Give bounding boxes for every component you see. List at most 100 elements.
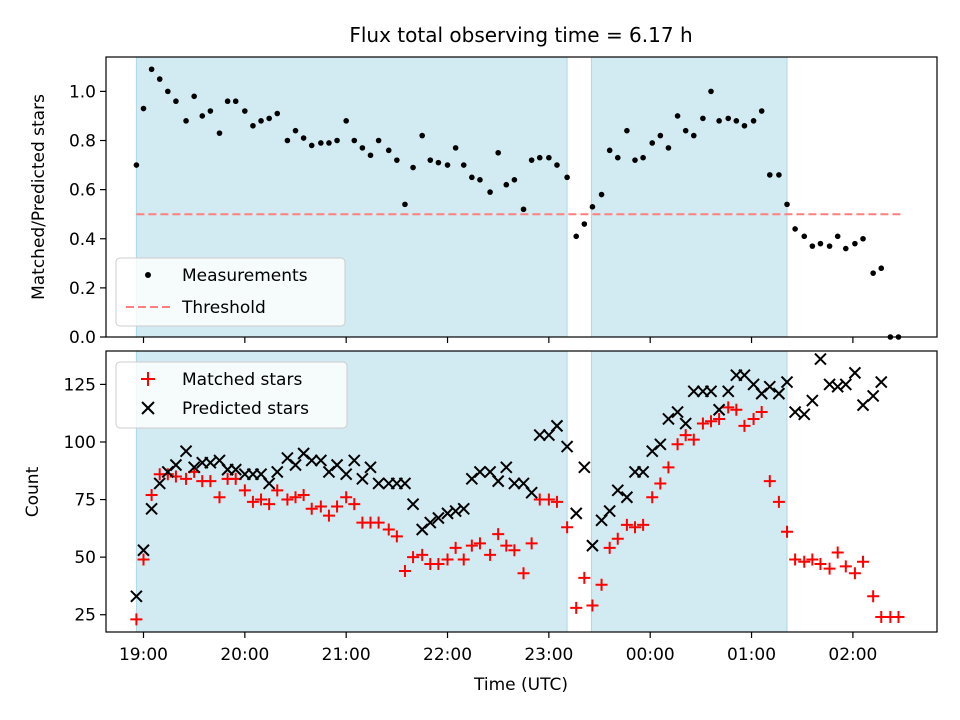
matched-star-point xyxy=(722,401,735,414)
matched-star-point xyxy=(305,502,318,515)
bottom-shaded-regions xyxy=(135,350,788,633)
predicted-star-point xyxy=(856,398,870,412)
measurement-point xyxy=(682,127,689,134)
predicted-star-point xyxy=(814,352,827,366)
measurement-point xyxy=(674,113,681,119)
matched-star-point xyxy=(137,553,150,566)
measurement-point xyxy=(359,145,366,151)
measurement-point xyxy=(520,206,527,213)
measurement-point xyxy=(284,137,291,144)
matched-star-point xyxy=(831,546,844,559)
measurement-point xyxy=(460,162,467,168)
bottom-y-axis-label: Count xyxy=(23,466,43,517)
predicted-star-point xyxy=(314,454,328,467)
matched-star-point xyxy=(763,475,776,488)
measurement-point xyxy=(554,162,560,168)
predicted-star-point xyxy=(398,477,412,490)
matched-star-point xyxy=(806,553,819,566)
matched-star-point xyxy=(839,560,852,573)
measurement-point xyxy=(834,233,841,240)
predicted-star-point xyxy=(406,497,420,511)
matched-star-point xyxy=(798,555,811,568)
measurement-point xyxy=(725,115,732,122)
predicted-star-point xyxy=(550,419,564,433)
matched-star-point xyxy=(781,525,794,538)
top-x-ticks xyxy=(142,337,854,343)
predicted-star-point xyxy=(831,380,844,393)
measurement-point xyxy=(766,172,773,178)
measurement-point xyxy=(589,204,596,210)
predicted-star-point xyxy=(339,468,353,481)
legend-matched-label: Matched stars xyxy=(182,370,302,390)
measurement-point xyxy=(573,233,580,240)
predicted-star-point xyxy=(137,544,150,557)
predicted-star-point xyxy=(508,477,521,490)
matched-star-point xyxy=(314,500,327,513)
y-tick-label: 75 xyxy=(74,491,96,511)
matched-star-point xyxy=(570,601,583,614)
matched-star-point xyxy=(289,491,302,504)
matched-star-point xyxy=(730,403,743,416)
y-tick-label: 0.4 xyxy=(69,230,96,250)
matched-star-point xyxy=(465,539,478,552)
matched-star-point xyxy=(550,495,563,508)
bottom-panel-frame xyxy=(105,350,938,633)
legend-threshold-label: Threshold xyxy=(181,298,266,318)
predicted-star-point xyxy=(679,417,692,430)
matched-star-point xyxy=(372,516,385,529)
matched-star-point xyxy=(508,544,521,557)
matched-star-point xyxy=(348,498,361,511)
measurement-point xyxy=(224,98,231,105)
measurement-point xyxy=(469,174,475,181)
predicted-star-point xyxy=(772,387,786,400)
measurement-point xyxy=(334,137,340,144)
matched-star-point xyxy=(130,613,143,626)
matched-star-point xyxy=(382,523,395,536)
matched-star-point xyxy=(848,567,861,580)
matched-star-point xyxy=(857,555,870,568)
measurement-point xyxy=(649,140,656,146)
measurement-point xyxy=(343,118,349,124)
matched-star-point xyxy=(611,532,624,545)
predicted-star-point xyxy=(229,463,242,476)
matched-star-point xyxy=(390,530,403,543)
measurement-point xyxy=(308,142,315,149)
top-panel-frame xyxy=(105,56,938,338)
measurement-point xyxy=(598,191,605,198)
predicted-star-point xyxy=(620,491,634,504)
measurement-points xyxy=(133,66,902,340)
matched-star-point xyxy=(416,548,429,561)
matched-star-point xyxy=(238,484,251,497)
predicted-star-point xyxy=(875,375,888,389)
predicted-star-point xyxy=(372,477,385,490)
shaded-region-2 xyxy=(590,56,788,338)
measurement-point xyxy=(375,137,382,144)
matched-star-point xyxy=(525,537,538,550)
top-legend-box xyxy=(115,257,346,327)
predicted-star-point xyxy=(780,375,794,389)
predicted-star-point xyxy=(153,477,166,490)
predicted-star-point xyxy=(364,461,377,474)
predicted-star-point xyxy=(654,438,667,451)
predicted-star-point xyxy=(271,465,284,479)
matched-star-point xyxy=(204,475,217,488)
predicted-star-point xyxy=(457,502,470,515)
predicted-star-point xyxy=(525,486,538,499)
measurement-point xyxy=(758,108,765,114)
measurement-point xyxy=(801,233,808,240)
matched-star-point xyxy=(772,495,785,508)
matched-stars-points xyxy=(130,401,905,626)
measurement-point xyxy=(657,132,664,139)
measurement-point xyxy=(367,152,374,159)
matched-star-point xyxy=(654,477,667,490)
predicted-star-point xyxy=(823,378,836,391)
bottom-panel: 25 50 75 100 125 19:00 20:00 21:00 22:00 23:00 00… xyxy=(23,350,938,695)
matched-star-point xyxy=(595,578,608,591)
x-axis-label: Time (UTC) xyxy=(473,675,568,695)
y-tick-label: 125 xyxy=(64,375,96,395)
predicted-star-point xyxy=(806,394,819,407)
top-y-axis-label: Matched/Predicted stars xyxy=(29,94,49,300)
matched-star-point xyxy=(213,491,226,504)
measurement-point xyxy=(716,118,722,124)
